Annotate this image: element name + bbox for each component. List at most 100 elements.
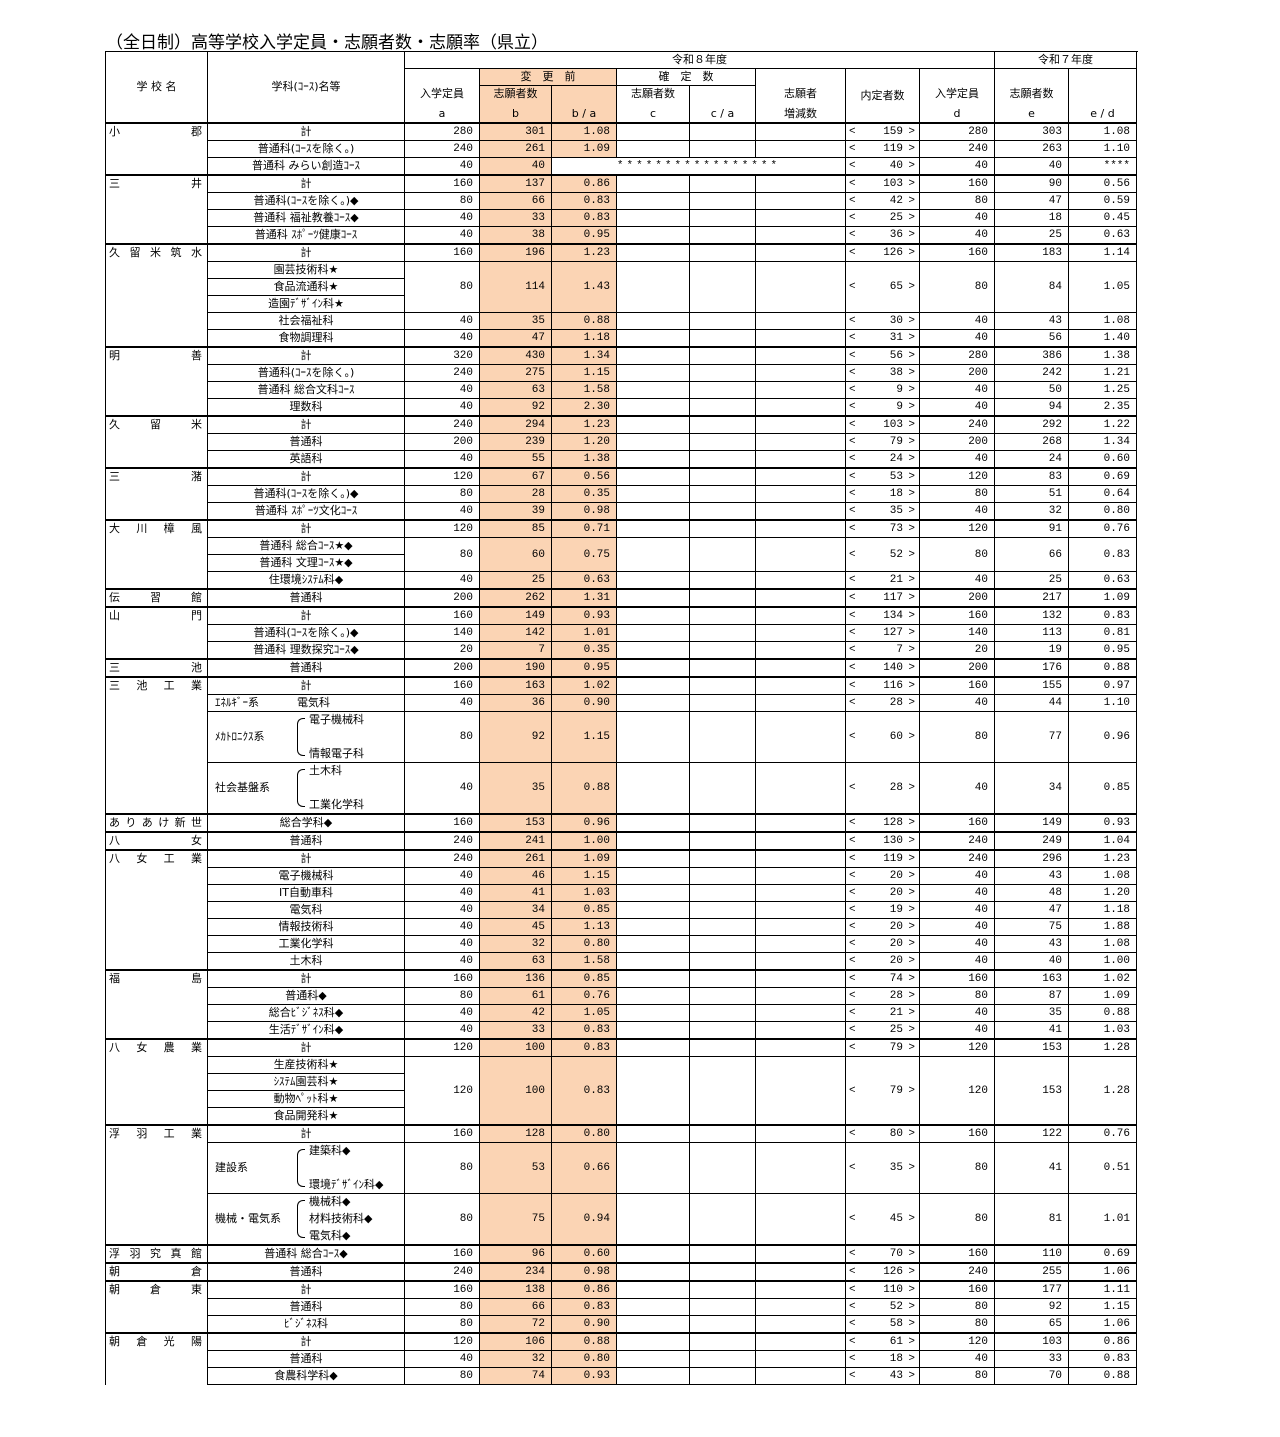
cell-shigan-e: 263 (994, 140, 1069, 158)
cell-ratio-ca (689, 901, 756, 919)
cell-shigan-b: 190 (479, 658, 552, 678)
cell-ratio-ba: 1.23 (551, 243, 617, 262)
cell-teiin-d: 240 (919, 831, 995, 851)
cell-ratio-ed: 1.00 (1068, 952, 1137, 971)
cell-zougen (755, 261, 846, 313)
cell-naitei: 103 (845, 415, 920, 434)
cell-ratio-ed: 1.08 (1068, 122, 1137, 141)
cell-teiin-d: 80 (919, 192, 995, 210)
dept-name: 普通科 (207, 588, 405, 608)
cell-naitei: 127 (845, 624, 920, 642)
cell-teiin-a: 120 (404, 1056, 480, 1126)
header-label: 入学定員 (935, 87, 979, 100)
cell-teiin-a: 40 (404, 1350, 480, 1368)
cell-ratio-ed: 0.83 (1068, 537, 1137, 572)
cell-teiin-d: 120 (919, 467, 995, 486)
cell-shigan-b: 66 (479, 1298, 552, 1316)
cell-ratio-ba: 0.83 (551, 1056, 617, 1126)
cell-shigan-e: 122 (994, 1124, 1069, 1143)
cell-shigan-e: 242 (994, 364, 1069, 382)
dept-name: 社会福祉科 (207, 312, 405, 330)
cell-ratio-ed: 0.51 (1068, 1142, 1137, 1194)
cell-naitei: 103 (845, 174, 920, 193)
cell-zougen (755, 676, 846, 695)
dept-group: 社会基盤系 土木科 工業化学科 (211, 763, 401, 813)
cell-naitei: 80 (845, 1124, 920, 1143)
cell-zougen (755, 1056, 846, 1126)
cell-naitei: 74 (845, 969, 920, 988)
dept-name: 普通科 (207, 658, 405, 678)
bracket-icon (297, 718, 305, 756)
cell-teiin-a: 140 (404, 624, 480, 642)
cell-teiin-a: 40 (404, 884, 480, 902)
cell-ratio-ca (689, 1244, 756, 1264)
cell-teiin-d: 40 (919, 226, 995, 245)
cell-shigan-b: 85 (479, 519, 552, 538)
header-dept: 学科(ｺｰｽ)名等 (207, 51, 405, 124)
cell-ratio-ba: 1.05 (551, 1004, 617, 1022)
cell-teiin-a: 40 (404, 867, 480, 885)
dept-item: 電気科◆ (309, 1229, 351, 1242)
cell-zougen (755, 122, 846, 141)
cell-ratio-ba: 1.23 (551, 415, 617, 434)
cell-ratio-ed: 1.05 (1068, 261, 1137, 313)
cell-zougen (755, 192, 846, 210)
header-label: d (953, 107, 961, 120)
cell-shigan-c (616, 485, 690, 503)
cell-zougen (755, 762, 846, 815)
cell-shigan-e: 66 (994, 537, 1069, 572)
cell-shigan-e: 51 (994, 485, 1069, 503)
table-header: 学 校 名 学科(ｺｰｽ)名等 令和８年度 令和７年度 入学定員 a 変 更 前 … (105, 51, 1137, 124)
cell-shigan-b: 53 (479, 1142, 552, 1194)
cell-ratio-ed: 1.08 (1068, 312, 1137, 330)
cell-teiin-d: 40 (919, 1021, 995, 1040)
cell-ratio-ba: 0.95 (551, 658, 617, 678)
cell-shigan-e: 217 (994, 588, 1069, 608)
cell-shigan-b: 137 (479, 174, 552, 193)
dept-name: 英語科 (207, 450, 405, 469)
cell-ratio-ba: 0.76 (551, 987, 617, 1005)
dept-name: 計 (207, 849, 405, 868)
cell-shigan-b: 234 (479, 1262, 552, 1282)
cell-ratio-ed: 1.28 (1068, 1056, 1137, 1126)
cell-naitei: 9 (845, 398, 920, 417)
cell-ratio-ba: 1.58 (551, 381, 617, 399)
cell-zougen (755, 1280, 846, 1299)
cell-ratio-ca (689, 987, 756, 1005)
cell-teiin-a: 40 (404, 918, 480, 936)
cell-shigan-c (616, 1367, 690, 1385)
cell-ratio-ba: 0.85 (551, 901, 617, 919)
cell-teiin-d: 80 (919, 485, 995, 503)
dept-group-label: ｴﾈﾙｷﾞｰ系 (215, 696, 259, 709)
cell-shigan-c (616, 192, 690, 210)
cell-teiin-d: 160 (919, 969, 995, 988)
cell-teiin-d: 120 (919, 519, 995, 538)
cell-teiin-a: 160 (404, 1244, 480, 1264)
cell-zougen (755, 1298, 846, 1316)
cell-shigan-c (616, 901, 690, 919)
cell-zougen (755, 502, 846, 521)
cell-naitei: 40 (845, 157, 920, 176)
header-label: e / d (1090, 107, 1115, 120)
cell-teiin-a: 240 (404, 849, 480, 868)
cell-ratio-ca (689, 381, 756, 399)
cell-shigan-b: 136 (479, 969, 552, 988)
cell-ratio-ca (689, 935, 756, 953)
cell-ratio-ba: 0.35 (551, 641, 617, 660)
cell-naitei: 28 (845, 987, 920, 1005)
dept-group-items: 建築科◆ 環境ﾃﾞｻﾞｲﾝ科◆ (309, 1144, 383, 1193)
cell-teiin-a: 40 (404, 502, 480, 521)
cell-shigan-b: 92 (479, 711, 552, 763)
cell-ratio-ed: 1.21 (1068, 364, 1137, 382)
dept-item: 土木科 (309, 764, 342, 777)
cell-ratio-ba: 0.66 (551, 1142, 617, 1194)
cell-shigan-c (616, 987, 690, 1005)
